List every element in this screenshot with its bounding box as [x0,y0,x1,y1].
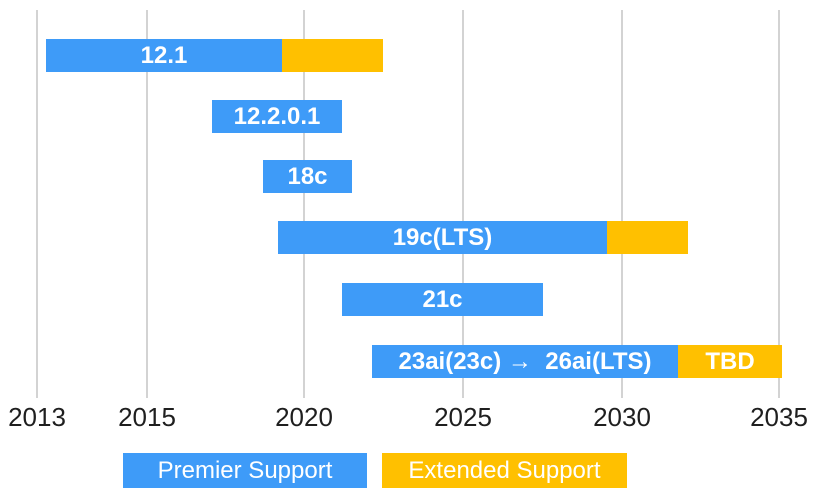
legend-premier-support: Premier Support [123,453,367,488]
gridline-2013 [36,10,38,398]
axis-tick-label: 2020 [275,402,333,432]
axis-tick-label: 2030 [593,402,651,432]
bar-premier-segment: 19c(LTS) [278,221,607,254]
gridline-2020 [303,10,305,398]
axis-tick-label: 2025 [434,402,492,432]
axis-tick-label: 2035 [750,402,808,432]
axis-tick-label: 2015 [118,402,176,432]
gridline-2025 [462,10,464,398]
bar-premier-segment: 12.2.0.1 [212,100,342,133]
bar-premier-segment: 21c [342,283,543,316]
bar-extended-segment: TBD [678,345,782,378]
gridline-2035 [778,10,780,398]
gridline-2030 [621,10,623,398]
bar-premier-segment: 18c [263,160,352,193]
legend-extended-support: Extended Support [382,453,627,488]
gridline-2015 [146,10,148,398]
bar-premier-segment: 12.1 [46,39,282,72]
axis-tick-label: 2013 [8,402,66,432]
bar-premier-segment: 23ai(23c) → 26ai(LTS) [372,345,678,378]
bar-extended-segment [282,39,383,72]
bar-extended-segment [607,221,688,254]
